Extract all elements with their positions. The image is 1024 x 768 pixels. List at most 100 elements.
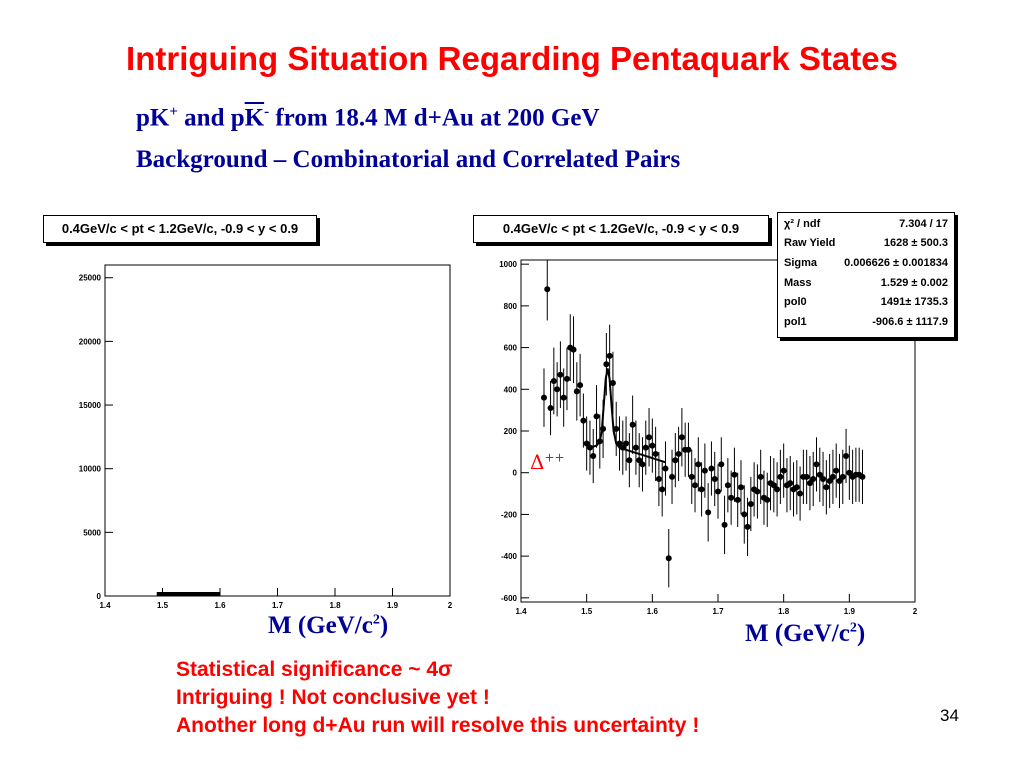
data-point bbox=[741, 511, 748, 518]
data-point bbox=[797, 490, 804, 497]
data-point bbox=[843, 453, 850, 460]
data-point bbox=[859, 473, 866, 480]
right-xlabel-sup: 2 bbox=[849, 620, 857, 636]
data-point bbox=[603, 361, 610, 368]
data-point bbox=[678, 434, 685, 441]
stat-value: 1628 ± 500.3 bbox=[883, 237, 948, 249]
data-point bbox=[764, 496, 771, 503]
left-frame bbox=[104, 264, 451, 597]
data-point bbox=[705, 509, 712, 516]
data-point bbox=[570, 346, 577, 353]
data-point bbox=[770, 482, 777, 489]
left-x-tick-label: 1.5 bbox=[157, 601, 169, 610]
stat-row-chi2: χ² / ndf 7.304 / 17 bbox=[784, 215, 948, 233]
data-point bbox=[632, 444, 639, 451]
slide-title: Intriguing Situation Regarding Pentaquar… bbox=[126, 40, 898, 77]
left-cut-label: 0.4GeV/c < pt < 1.2GeV/c, -0.9 < y < 0.9 bbox=[43, 215, 317, 243]
data-point bbox=[695, 461, 702, 468]
data-point bbox=[698, 486, 705, 493]
data-point bbox=[777, 473, 784, 480]
subtitle-kbar: K bbox=[244, 104, 265, 132]
data-point bbox=[701, 467, 708, 474]
data-point bbox=[540, 394, 547, 401]
data-point bbox=[839, 473, 846, 480]
data-point bbox=[836, 478, 843, 485]
right-y-tick-label: -200 bbox=[501, 510, 518, 519]
note-significance: Statistical significance ~ 4σ bbox=[176, 658, 453, 681]
data-point bbox=[711, 475, 718, 482]
data-point bbox=[806, 480, 813, 487]
data-point bbox=[820, 475, 827, 482]
right-x-tick-label: 2 bbox=[913, 607, 918, 615]
note-intriguing: Intriguing ! Not conclusive yet ! bbox=[176, 686, 490, 709]
data-point bbox=[547, 405, 554, 412]
right-cut-label: 0.4GeV/c < pt < 1.2GeV/c, -0.9 < y < 0.9 bbox=[473, 215, 769, 243]
right-y-tick-label: 1000 bbox=[499, 260, 517, 269]
data-point bbox=[688, 473, 695, 480]
page-number: 34 bbox=[940, 706, 959, 725]
right-x-tick-label: 1.6 bbox=[647, 607, 659, 615]
data-point bbox=[829, 473, 836, 480]
data-point bbox=[623, 440, 630, 447]
right-xlabel-end: ) bbox=[856, 620, 866, 647]
data-point bbox=[652, 450, 659, 457]
subtitle-pk: pK bbox=[136, 104, 170, 132]
subtitle-pk-sup: + bbox=[169, 104, 178, 120]
left-histogram: 1.4 1.5 1.6 1.7 1.8 1.9 2 0 5000 10000 15000 20000 2… bbox=[43, 255, 458, 615]
data-point bbox=[810, 475, 817, 482]
data-point bbox=[826, 478, 833, 485]
left-x-tick-label: 1.8 bbox=[329, 601, 341, 610]
left-y-tick-label: 20000 bbox=[79, 337, 102, 346]
data-point bbox=[557, 371, 564, 378]
data-point bbox=[728, 494, 735, 501]
data-point bbox=[550, 377, 557, 384]
stat-row-sigma: Sigma 0.006626 ± 0.001834 bbox=[784, 254, 948, 272]
data-point bbox=[646, 434, 653, 441]
note-another-run: Another long d+Au run will resolve this … bbox=[176, 714, 700, 737]
right-y-tick-label: 200 bbox=[504, 427, 518, 436]
data-point bbox=[813, 461, 820, 468]
right-y-tick-label: -600 bbox=[501, 594, 518, 603]
right-x-axis-label: M (GeV/c2) bbox=[745, 620, 865, 648]
delta-plus-plus-label: Δ++ bbox=[530, 450, 565, 474]
data-point bbox=[583, 440, 590, 447]
subtitle-rest: from 18.4 M d+Au at 200 GeV bbox=[269, 104, 600, 132]
data-point bbox=[669, 473, 676, 480]
left-x-tick-label: 1.7 bbox=[272, 601, 284, 610]
data-point bbox=[774, 486, 781, 493]
data-point bbox=[715, 488, 721, 495]
data-point bbox=[731, 471, 738, 478]
stat-row-mass: Mass 1.529 ± 0.002 bbox=[784, 274, 948, 292]
right-y-tick-label: 0 bbox=[513, 469, 518, 478]
delta-symbol: Δ bbox=[530, 450, 545, 474]
left-xlabel-sup: 2 bbox=[372, 612, 380, 628]
data-point bbox=[685, 446, 692, 453]
left-x-tick-label: 1.4 bbox=[99, 601, 111, 610]
notes: Statistical significance ~ 4σ Intriguing… bbox=[176, 656, 699, 740]
stat-value: 1.529 ± 0.002 bbox=[880, 277, 948, 289]
right-y-tick-label: -400 bbox=[501, 552, 518, 561]
data-point bbox=[823, 484, 830, 491]
left-x-tick-label: 1.6 bbox=[214, 601, 226, 610]
data-point bbox=[833, 467, 840, 474]
data-point bbox=[737, 484, 744, 491]
stat-value: 1491± 1735.3 bbox=[880, 296, 948, 308]
stat-key: Raw Yield bbox=[784, 237, 836, 249]
fit-stats-box: χ² / ndf 7.304 / 17 Raw Yield 1628 ± 500.3… bbox=[777, 212, 955, 338]
right-y-tick-label: 400 bbox=[504, 385, 518, 394]
data-point bbox=[639, 461, 646, 468]
data-point bbox=[642, 444, 649, 451]
stat-key: Sigma bbox=[784, 257, 818, 269]
data-point bbox=[609, 380, 616, 387]
right-x-tick-label: 1.9 bbox=[844, 607, 856, 615]
data-point bbox=[544, 286, 551, 293]
data-point bbox=[846, 469, 853, 476]
data-point bbox=[560, 394, 567, 401]
data-point bbox=[708, 465, 715, 472]
data-point bbox=[613, 425, 620, 432]
stat-key: pol0 bbox=[784, 296, 807, 308]
left-x-tick-label: 2 bbox=[448, 601, 453, 610]
right-x-tick-label: 1.5 bbox=[581, 607, 593, 615]
data-point bbox=[780, 467, 787, 474]
subtitle-kbar-sup: - bbox=[264, 104, 270, 120]
